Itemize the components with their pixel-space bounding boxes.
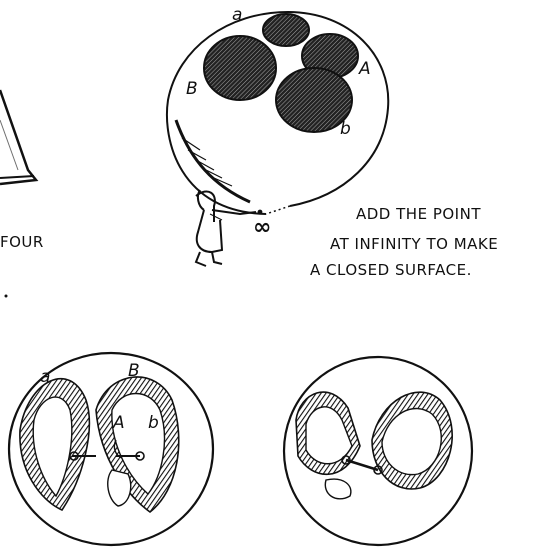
bl-label-B: B bbox=[128, 361, 140, 381]
infinity-point: ∞ bbox=[253, 215, 271, 240]
hole-a bbox=[262, 13, 310, 47]
caption-line-2: AT INFINITY TO MAKE bbox=[330, 235, 498, 253]
bl-label-A: A bbox=[112, 413, 125, 433]
hole-B bbox=[203, 35, 277, 101]
hole-b bbox=[275, 67, 353, 133]
bl-label-b: b bbox=[148, 413, 159, 433]
left-fragment-text: FOUR bbox=[0, 233, 44, 251]
top-label-B: B bbox=[186, 79, 198, 99]
top-label-A: A bbox=[358, 59, 371, 79]
sphere-right bbox=[282, 355, 474, 547]
top-label-a: a bbox=[232, 5, 242, 25]
left-cone-fragment bbox=[0, 89, 39, 298]
punctured-sphere bbox=[165, 10, 390, 215]
sphere-left bbox=[7, 351, 215, 547]
top-label-b: b bbox=[340, 119, 351, 139]
bl-label-a: a bbox=[40, 367, 50, 387]
caption-line-3: A CLOSED SURFACE. bbox=[310, 261, 472, 279]
pointing-figure bbox=[194, 189, 263, 267]
caption-line-1: ADD THE POINT bbox=[356, 205, 481, 223]
